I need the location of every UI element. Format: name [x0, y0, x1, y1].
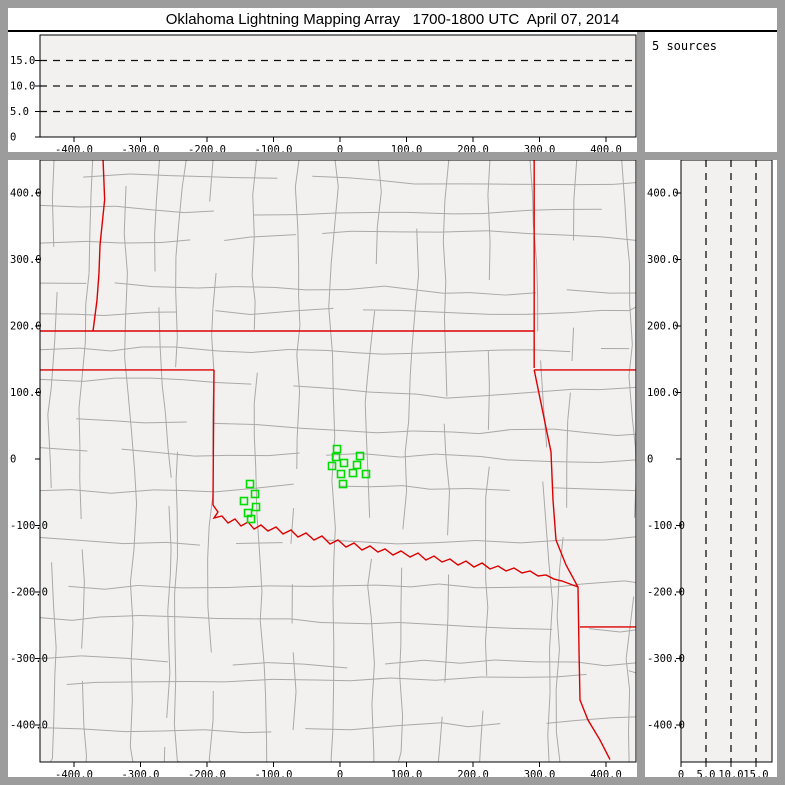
y-tick-label: -400.0	[647, 720, 685, 732]
y-tick-label: 100.0	[647, 387, 679, 399]
state-border-line	[92, 160, 106, 332]
x-tick-label: 0	[337, 144, 343, 152]
x-tick-label: 10.0	[718, 769, 743, 777]
station-marker	[339, 458, 349, 468]
y-tick-label: 0	[10, 454, 16, 466]
station-marker	[251, 502, 261, 512]
y-tick-label: -100.0	[647, 520, 685, 532]
altitude-ns-plot: 0 5.0 10.0 15.0 -400.0 -300.0 -200.0 -100.0 0 100…	[647, 160, 773, 777]
state-border-line	[212, 504, 579, 588]
y-tick-label: -400.0	[10, 720, 48, 732]
y-tick-label: 400.0	[10, 188, 42, 200]
y-tick-label: 200.0	[647, 321, 679, 333]
x-tick-label: -400.0	[55, 144, 93, 152]
y-tick-label: 300.0	[647, 254, 679, 266]
y-tick-label: 15.0	[10, 55, 35, 67]
y-tick-label: -300.0	[647, 653, 685, 665]
plan-view-panel: -400.0 -300.0 -200.0 -100.0 0 100.0 200.0 300.0…	[8, 160, 637, 777]
x-tick-label: 300.0	[524, 769, 556, 777]
altitude-ew-plot: -400.0 -300.0 -200.0 -100.0 0 100.0 200.0 300.0…	[10, 34, 637, 152]
x-tick-label: -100.0	[255, 144, 293, 152]
y-tick-label: 0	[10, 132, 16, 144]
station-marker	[348, 468, 358, 478]
x-tick-label: -100.0	[255, 769, 293, 777]
station-marker	[355, 451, 365, 461]
state-border-line	[212, 369, 215, 506]
x-tick-label: -200.0	[188, 769, 226, 777]
station-marker	[331, 452, 341, 462]
window-title-bar: Oklahoma Lightning Mapping Array 1700-18…	[8, 8, 777, 32]
y-tick-label: 300.0	[10, 254, 42, 266]
y-tick-label: 400.0	[647, 188, 679, 200]
x-tick-label: -300.0	[122, 144, 160, 152]
x-tick-label: 0	[678, 769, 684, 777]
plot-border	[39, 160, 637, 763]
y-tick-label: -200.0	[647, 587, 685, 599]
x-tick-label: -200.0	[188, 144, 226, 152]
y-tick-label: 5.0	[10, 106, 29, 118]
y-tick-label: 200.0	[10, 321, 42, 333]
x-tick-label: 400.0	[590, 769, 622, 777]
altitude-ew-panel: -400.0 -300.0 -200.0 -100.0 0 100.0 200.0 300.0…	[8, 32, 637, 152]
panel-divider-vertical	[637, 32, 645, 777]
station-marker	[332, 444, 342, 454]
x-tick-label: 0	[337, 769, 343, 777]
x-tick-label: 200.0	[457, 769, 489, 777]
x-tick-label: 300.0	[524, 144, 556, 152]
y-tick-label: 10.0	[10, 81, 35, 93]
plot-background	[40, 35, 636, 137]
panel-divider-horizontal	[8, 152, 777, 160]
station-marker	[352, 460, 362, 470]
county-lines	[40, 160, 636, 762]
y-tick-label: -300.0	[10, 653, 48, 665]
x-tick-label: 100.0	[391, 769, 423, 777]
y-tick-label: -200.0	[10, 587, 48, 599]
plot-border	[680, 160, 773, 763]
x-tick-label: 400.0	[590, 144, 622, 152]
x-tick-label: -300.0	[122, 769, 160, 777]
station-marker	[336, 469, 346, 479]
y-tick-label: 100.0	[10, 387, 42, 399]
y-tick-label: 0	[647, 454, 653, 466]
plan-view-map: -400.0 -300.0 -200.0 -100.0 0 100.0 200.0 300.0…	[10, 160, 637, 777]
station-marker	[239, 496, 249, 506]
station-marker	[338, 479, 348, 489]
station-marker	[361, 469, 371, 479]
station-marker	[245, 479, 255, 489]
plot-background	[681, 160, 772, 762]
x-tick-label: 100.0	[391, 144, 423, 152]
x-tick-label: -400.0	[55, 769, 93, 777]
plot-title: Oklahoma Lightning Mapping Array 1700-18…	[165, 10, 620, 28]
station-marker	[250, 489, 260, 499]
altitude-ns-panel: 0 5.0 10.0 15.0 -400.0 -300.0 -200.0 -100.0 0 100…	[645, 160, 777, 777]
sources-count-label: 5 sources	[652, 39, 718, 53]
station-marker	[327, 461, 337, 471]
x-tick-label: 15.0	[743, 769, 768, 777]
x-tick-label: 200.0	[457, 144, 489, 152]
x-tick-label: 5.0	[697, 769, 716, 777]
y-tick-label: -100.0	[10, 520, 48, 532]
station-marker	[246, 514, 256, 524]
sources-box: 5 sources	[645, 32, 777, 152]
